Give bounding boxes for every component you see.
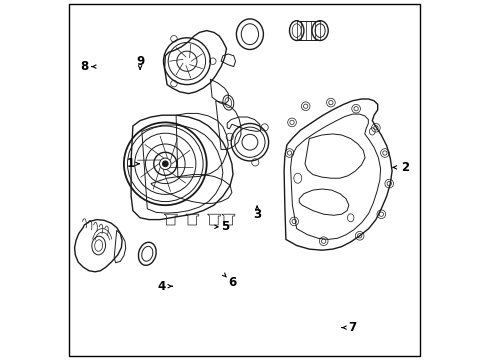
Text: 5: 5 bbox=[220, 220, 228, 233]
Text: 1: 1 bbox=[127, 157, 135, 170]
Text: 3: 3 bbox=[252, 208, 261, 221]
Text: 7: 7 bbox=[348, 321, 356, 334]
Text: 9: 9 bbox=[136, 55, 144, 68]
Text: 4: 4 bbox=[157, 280, 165, 293]
Text: 2: 2 bbox=[400, 161, 408, 174]
Text: 8: 8 bbox=[80, 60, 88, 73]
Circle shape bbox=[162, 161, 168, 167]
Text: 6: 6 bbox=[227, 276, 236, 289]
